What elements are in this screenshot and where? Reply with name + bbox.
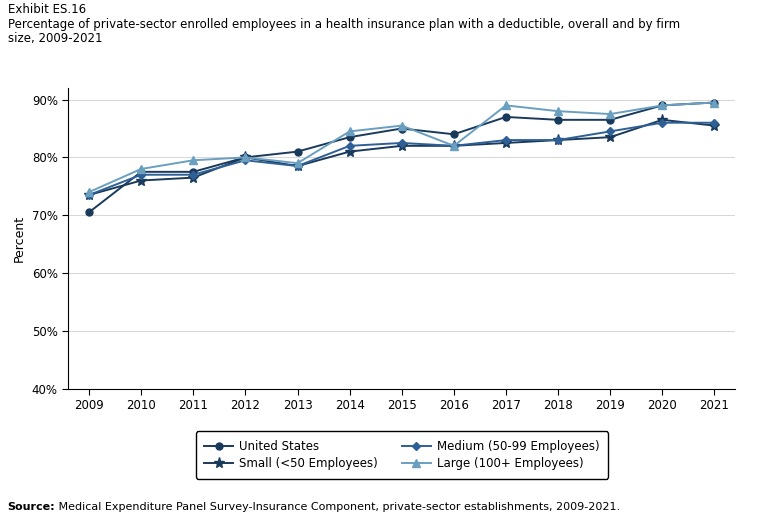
Text: Exhibit ES.16: Exhibit ES.16 [8,3,86,16]
Text: Medical Expenditure Panel Survey-Insurance Component, private-sector establishme: Medical Expenditure Panel Survey-Insuran… [55,502,620,512]
Text: Percentage of private-sector enrolled employees in a health insurance plan with : Percentage of private-sector enrolled em… [8,18,680,31]
Y-axis label: Percent: Percent [13,215,27,262]
Text: Source:: Source: [8,502,55,512]
Text: size, 2009-2021: size, 2009-2021 [8,32,102,45]
Legend: United States, Small (<50 Employees), Medium (50-99 Employees), Large (100+ Empl: United States, Small (<50 Employees), Me… [196,431,608,479]
